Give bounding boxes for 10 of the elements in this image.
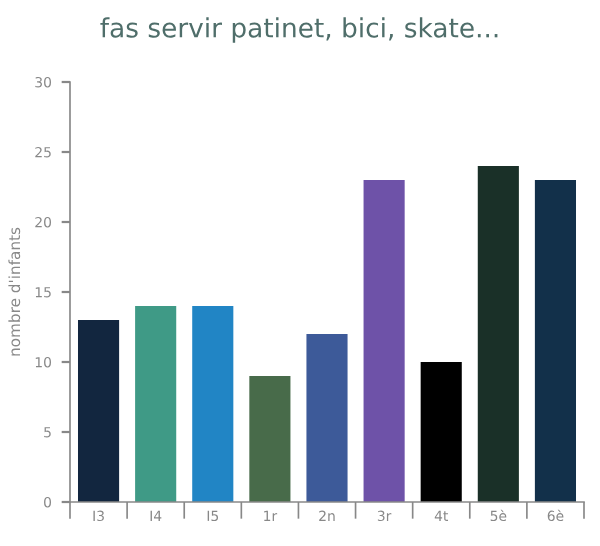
bar [135,306,177,502]
chart-title: fas servir patinet, bici, skate... [100,17,498,43]
bar [192,306,234,502]
bar [306,334,348,502]
bar [534,180,576,502]
bar [477,166,519,502]
bar [363,180,405,502]
bar [78,320,120,502]
bar [420,362,462,502]
bar [249,376,291,502]
